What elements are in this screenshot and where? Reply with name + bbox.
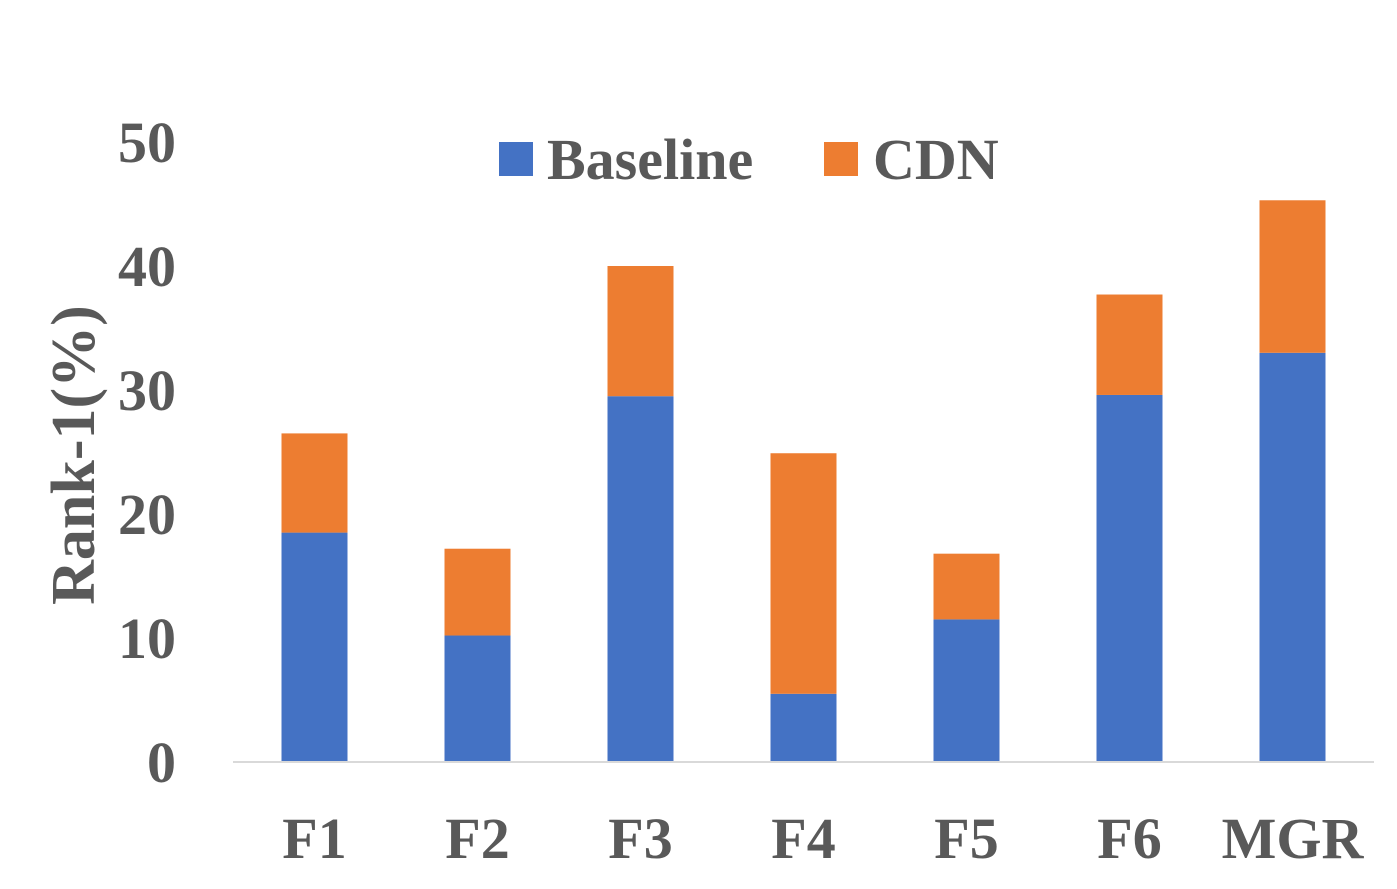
bar-baseline-f1 <box>281 532 348 762</box>
bar-baseline-f4 <box>770 693 837 762</box>
legend: Baseline CDN <box>499 127 999 192</box>
y-tick-label: 40 <box>118 234 176 299</box>
bar-cdn-f4 <box>770 453 837 694</box>
bar-baseline-f5 <box>933 619 1000 762</box>
bar-cdn-f6 <box>1096 294 1163 395</box>
bar-cdn-f3 <box>607 266 674 397</box>
y-tick-label: 50 <box>118 110 176 175</box>
x-tick-label: F1 <box>282 806 346 871</box>
x-tick-label: F4 <box>771 806 835 871</box>
x-tick-label: F5 <box>934 806 998 871</box>
x-axis-labels: F1 F2 F3 F4 F5 F6 MGR <box>282 806 1364 871</box>
y-tick-label: 20 <box>118 482 176 547</box>
bar-baseline-f6 <box>1096 394 1163 762</box>
x-tick-label: F2 <box>445 806 509 871</box>
bar-baseline-f3 <box>607 396 674 762</box>
y-tick-label: 30 <box>118 358 176 423</box>
y-axis-ticks: 0 10 20 30 40 50 <box>118 110 176 795</box>
y-tick-label: 10 <box>118 606 176 671</box>
bar-cdn-mgr <box>1259 200 1326 353</box>
bar-cdn-f5 <box>933 553 1000 620</box>
legend-swatch-baseline <box>499 142 533 176</box>
y-tick-label: 0 <box>147 730 176 795</box>
bar-baseline-f2 <box>444 635 511 762</box>
legend-swatch-cdn <box>824 142 858 176</box>
x-tick-label: F3 <box>608 806 672 871</box>
legend-label-cdn: CDN <box>873 127 999 192</box>
x-tick-label: MGR <box>1222 806 1365 871</box>
bar-cdn-f2 <box>444 548 511 636</box>
bar-baseline-mgr <box>1259 352 1326 762</box>
legend-label-baseline: Baseline <box>547 127 753 192</box>
bar-cdn-f1 <box>281 433 348 533</box>
bars <box>281 200 1326 762</box>
x-tick-label: F6 <box>1097 806 1161 871</box>
y-axis-label: Rank-1(%) <box>40 305 108 605</box>
